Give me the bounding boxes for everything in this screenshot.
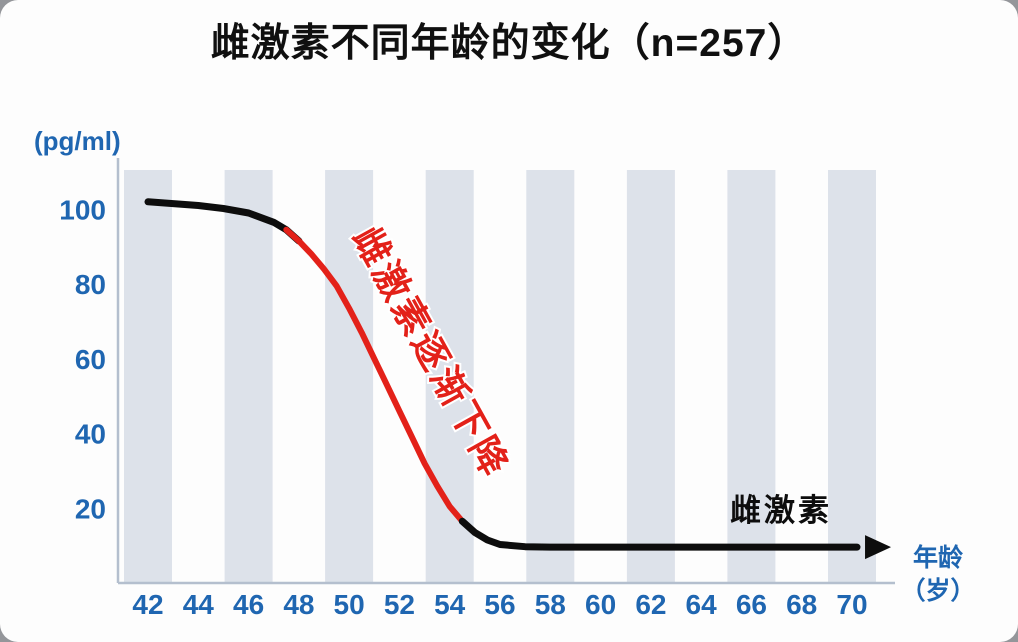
x-tick-label: 46 [233,589,264,620]
y-tick-label: 80 [75,269,106,300]
x-tick-label: 44 [183,589,215,620]
x-tick-label: 48 [283,589,314,620]
x-tick-label: 62 [635,589,666,620]
plot-stripe [727,170,776,583]
y-tick-label: 40 [75,419,106,450]
estrogen-curve-black-segment [458,517,861,551]
x-tick-label: 52 [384,589,415,620]
y-tick-label: 20 [75,493,106,524]
plot-stripe [325,170,374,583]
plot-stripe [124,170,172,583]
chart-title: 雌激素不同年龄的变化（n=257） [210,22,808,65]
x-tick-label: 68 [786,589,817,620]
x-tick-label: 56 [484,589,515,620]
x-tick-label: 70 [836,589,867,620]
x-tick-label: 42 [132,589,163,620]
x-tick-label: 54 [434,589,466,620]
x-axis-name: 年龄 [913,543,964,572]
y-tick-label: 60 [75,344,106,375]
plot-stripe [425,170,474,583]
x-tick-label: 60 [585,589,616,620]
curve-series-label: 雌激素 [730,493,832,528]
plot-stripe [526,170,575,583]
x-tick-label: 50 [334,589,365,620]
plot-stripe [626,170,675,583]
estrogen-curve-red-segment [283,226,478,536]
plot-stripe [828,170,876,583]
plot-stripe [224,170,273,583]
x-tick-label: 64 [686,589,718,620]
y-tick-label: 100 [59,194,106,225]
x-axis-name: （岁） [900,576,975,605]
x-tick-label: 58 [535,589,566,620]
y-axis-unit-label: (pg/ml) [34,126,121,156]
x-tick-label: 66 [736,589,767,620]
curve-arrowhead-icon [865,535,892,560]
